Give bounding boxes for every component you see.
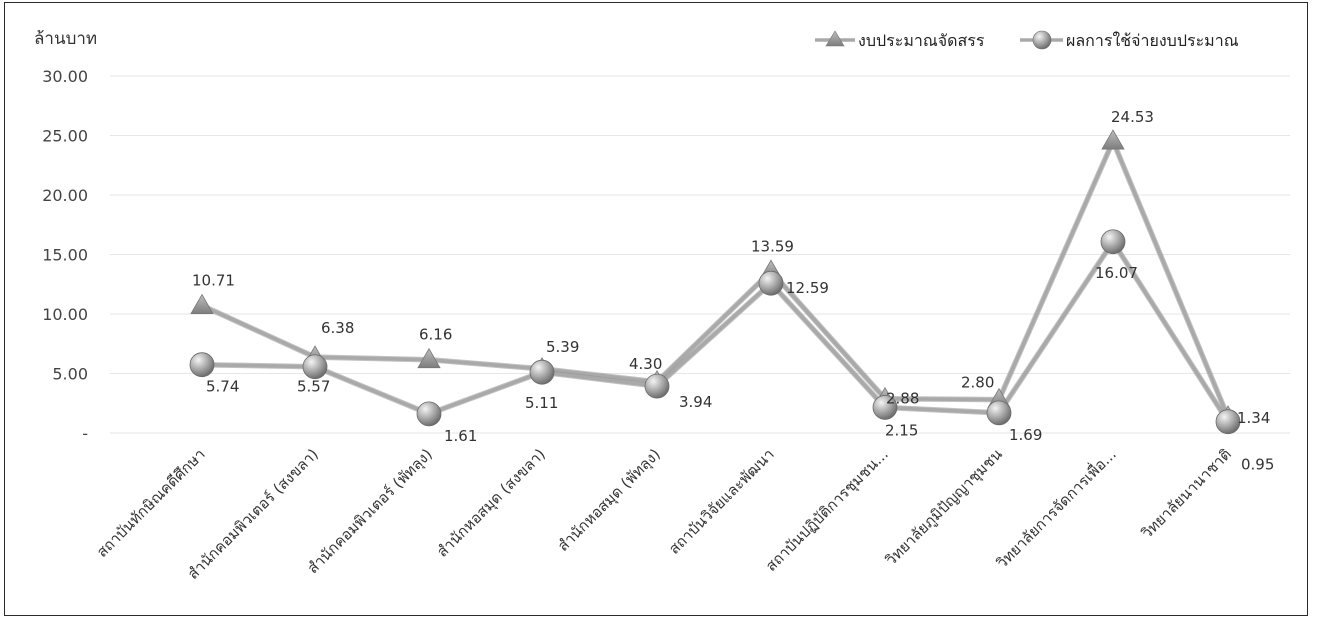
spending-data-label: 5.57 (297, 378, 330, 396)
budget-point-marker (417, 347, 441, 369)
spending-data-label: 5.74 (206, 378, 239, 396)
y-tick-label: 20.00 (42, 186, 88, 205)
spending-data-label: 3.94 (679, 393, 712, 411)
budget-data-label: 2.88 (886, 390, 919, 408)
category-label: วิทยาลัยนานาชาติ (1137, 445, 1234, 542)
budget-data-label: 6.38 (321, 319, 354, 337)
spending-point-marker (872, 395, 898, 420)
category-label: สถาบันทักษิณคดีศึกษา (93, 445, 209, 561)
spending-point-marker (1215, 409, 1241, 435)
series-line (201, 240, 1230, 423)
category-label: วิทยาลัยการจัดการเพื่อ... (991, 444, 1120, 573)
chart-frame (4, 2, 1308, 616)
spending-data-label: 1.61 (444, 427, 477, 445)
spending-point-marker (1100, 229, 1126, 255)
spending-point-marker (644, 373, 670, 399)
y-tick-label: 15.00 (42, 246, 88, 265)
y-tick-label: - (82, 424, 88, 443)
budget-data-label: 6.16 (419, 326, 452, 344)
budget-data-label: 5.39 (546, 338, 579, 356)
spending-point-marker (758, 270, 784, 296)
budget-data-label: 2.80 (961, 374, 994, 392)
budget-data-label: 10.71 (192, 272, 235, 290)
category-label: สถาบันปฏิบัติการชุมชน... (762, 445, 893, 576)
spending-data-label: 0.95 (1241, 456, 1274, 474)
legend-circle-icon (1032, 30, 1052, 50)
legend-label-spending: ผลการใช้จ่ายงบประมาณ (1066, 31, 1239, 50)
category-label: สถาบันวิจัยและพัฒนา (665, 445, 778, 558)
y-tick-label: 10.00 (42, 305, 88, 324)
category-label: สำนักคอมพิวเตอร์ (พัทลุง) (304, 445, 437, 578)
spending-point-marker (189, 352, 215, 378)
category-label: สำนักหอสมุด (พัทลุง) (554, 445, 665, 556)
budget-data-label: 4.30 (629, 355, 662, 373)
budget-point-marker (190, 293, 214, 314)
legend-triangle-icon (825, 30, 845, 47)
spending-data-label: 2.15 (885, 421, 918, 439)
category-label: วิทยาลัยภูมิปัญญาชุมชน (881, 445, 1006, 570)
legend-label-budget: งบประมาณจัดสรร (858, 31, 985, 50)
spending-data-label: 5.11 (525, 394, 558, 412)
budget-data-label: 24.53 (1111, 108, 1154, 126)
spending-point-marker (529, 359, 555, 385)
category-label: สำนักคอมพิวเตอร์ (สงขลา) (184, 445, 322, 583)
spending-point-marker (302, 354, 328, 380)
spending-point-marker (416, 401, 442, 427)
y-tick-label: 25.00 (42, 127, 88, 146)
category-label: สำนักหอสมุด (สงขลา) (433, 445, 549, 561)
budget-data-label: 13.59 (751, 237, 794, 255)
y-axis-label: ล้านบาท (34, 29, 97, 49)
y-tick-label: 5.00 (52, 365, 88, 384)
budget-data-label: 1.34 (1237, 409, 1270, 427)
spending-data-label: 12.59 (786, 279, 829, 297)
y-tick-label: 30.00 (42, 67, 88, 86)
series-line-shadow (200, 138, 1231, 419)
spending-data-label: 16.07 (1095, 264, 1138, 282)
budget-point-marker (1101, 129, 1125, 150)
series-line (201, 139, 1230, 418)
spending-point-marker (986, 400, 1012, 426)
spending-data-label: 1.69 (1009, 426, 1042, 444)
